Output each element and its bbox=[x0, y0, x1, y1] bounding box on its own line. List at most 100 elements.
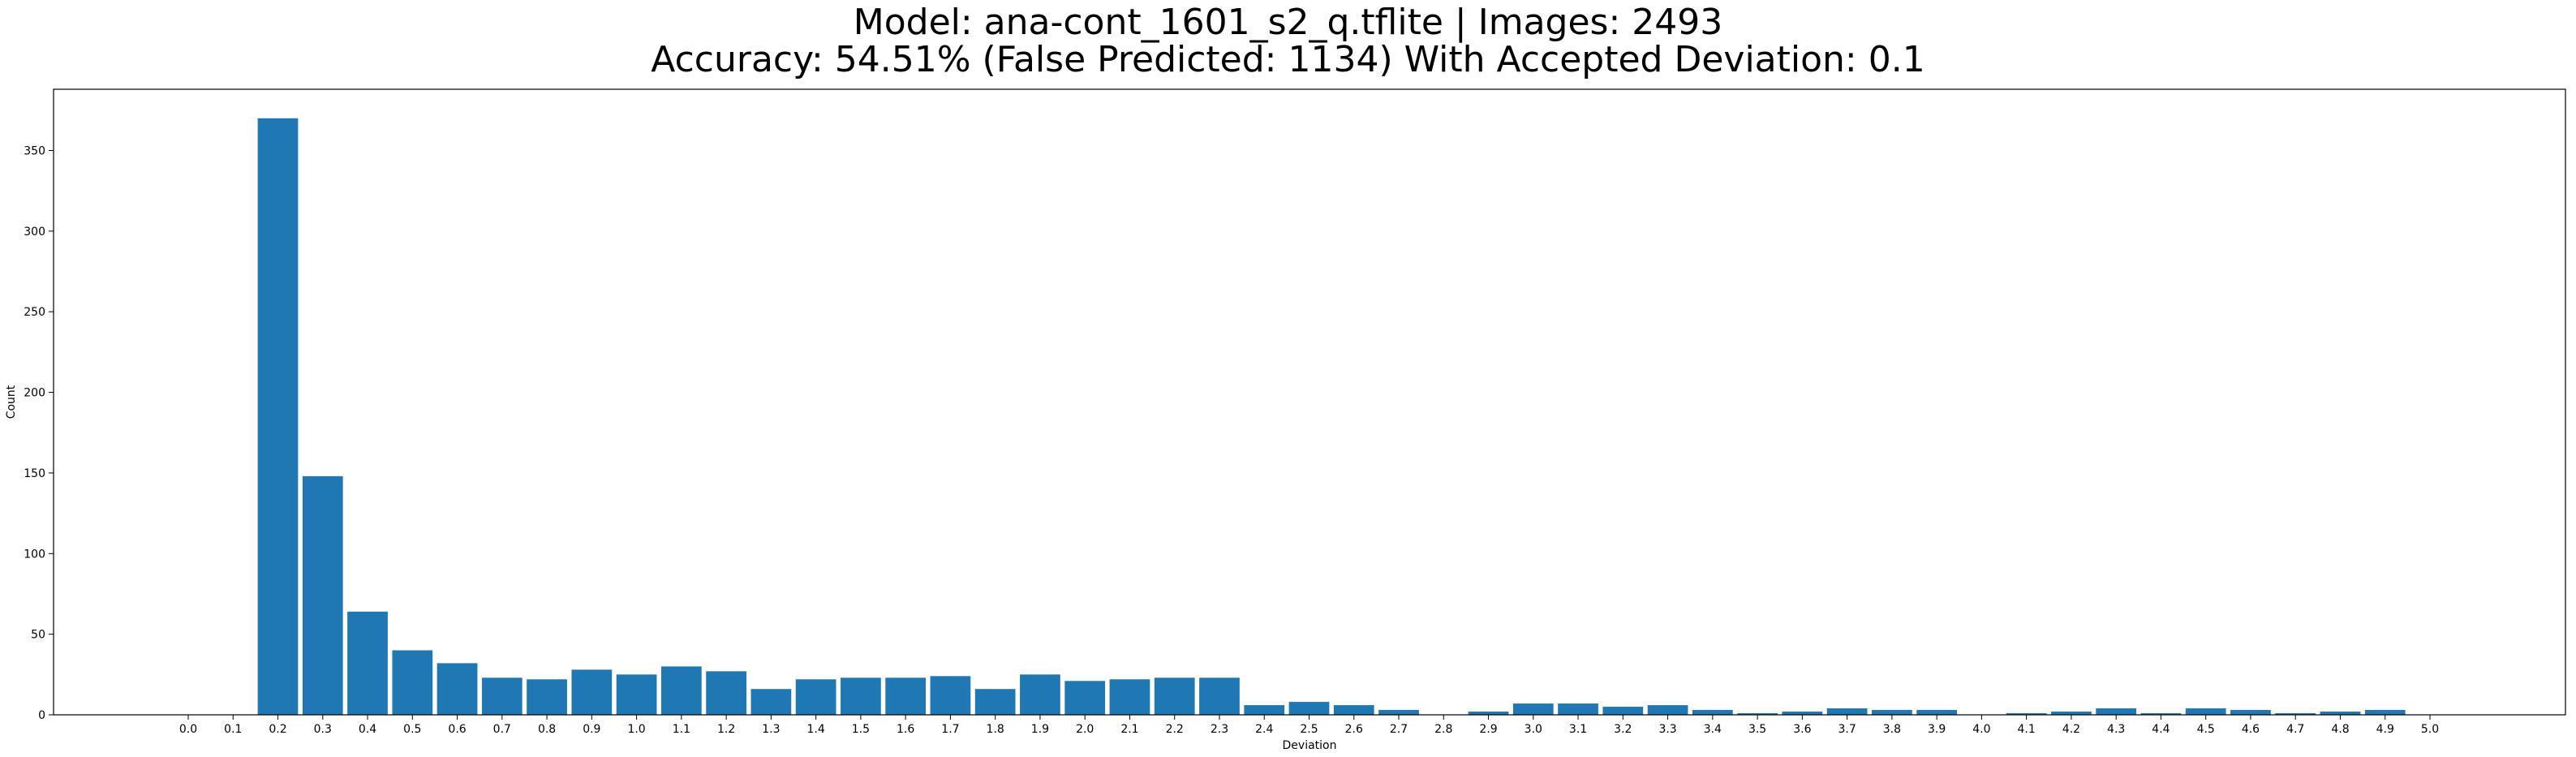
bar-4.2 bbox=[2051, 712, 2092, 715]
x-tick-label: 2.1 bbox=[1120, 723, 1138, 736]
x-tick-label: 3.4 bbox=[1704, 723, 1722, 736]
bar-3.9 bbox=[1916, 710, 1957, 715]
x-tick-label: 4.0 bbox=[1972, 723, 1990, 736]
x-tick-label: 2.7 bbox=[1390, 723, 1408, 736]
x-tick-label: 0.9 bbox=[583, 723, 600, 736]
y-tick-label: 0 bbox=[38, 709, 45, 722]
x-tick-label: 3.7 bbox=[1838, 723, 1856, 736]
bar-4.1 bbox=[2006, 713, 2047, 715]
x-tick-label: 2.2 bbox=[1166, 723, 1184, 736]
x-tick-label: 4.6 bbox=[2242, 723, 2260, 736]
x-axis-label: Deviation bbox=[1283, 739, 1337, 752]
bar-1.7 bbox=[930, 676, 971, 715]
x-tick-label: 0.1 bbox=[224, 723, 242, 736]
bar-3.8 bbox=[1872, 710, 1912, 715]
y-tick-label: 250 bbox=[24, 306, 45, 319]
x-tick-label: 2.0 bbox=[1076, 723, 1094, 736]
x-tick-label: 1.4 bbox=[807, 723, 825, 736]
bar-1.0 bbox=[616, 674, 657, 715]
x-tick-label: 0.5 bbox=[403, 723, 421, 736]
bar-3.2 bbox=[1602, 707, 1644, 715]
x-tick-label: 4.1 bbox=[2018, 723, 2036, 736]
x-tick-label: 3.5 bbox=[1748, 723, 1766, 736]
bar-4.8 bbox=[2320, 712, 2361, 715]
bar-4.7 bbox=[2275, 713, 2316, 715]
x-tick-label: 4.7 bbox=[2286, 723, 2304, 736]
x-tick-label: 3.6 bbox=[1793, 723, 1811, 736]
x-tick-label: 1.5 bbox=[852, 723, 870, 736]
bar-0.4 bbox=[347, 611, 388, 715]
bar-2.1 bbox=[1109, 679, 1150, 715]
bar-4.4 bbox=[2140, 713, 2182, 715]
x-tick-label: 4.2 bbox=[2062, 723, 2080, 736]
x-tick-label: 1.3 bbox=[762, 723, 780, 736]
x-tick-label: 1.0 bbox=[627, 723, 645, 736]
y-tick-label: 100 bbox=[24, 548, 45, 561]
chart-title-line-2: Accuracy: 54.51% (False Predicted: 1134)… bbox=[651, 39, 1925, 80]
x-tick-label: 0.6 bbox=[448, 723, 466, 736]
x-tick-label: 2.4 bbox=[1255, 723, 1273, 736]
bar-0.8 bbox=[527, 679, 567, 715]
bar-2.3 bbox=[1199, 677, 1240, 715]
y-tick-label: 350 bbox=[24, 145, 45, 158]
x-tick-label: 2.9 bbox=[1479, 723, 1497, 736]
y-axis: 0 50 100 150 200 250 300 350 bbox=[24, 145, 54, 722]
x-tick-label: 0.8 bbox=[538, 723, 556, 736]
x-tick-label: 3.0 bbox=[1525, 723, 1542, 736]
bar-4.3 bbox=[2096, 708, 2137, 715]
bar-3.0 bbox=[1512, 703, 1554, 715]
bars-group bbox=[257, 118, 2406, 715]
y-tick-label: 200 bbox=[24, 387, 45, 400]
y-tick-label: 300 bbox=[24, 226, 45, 239]
bar-1.2 bbox=[706, 671, 746, 715]
chart-title-line-1: Model: ana-cont_1601_s2_q.tflite | Image… bbox=[853, 2, 1723, 43]
x-tick-label: 0.2 bbox=[269, 723, 286, 736]
bar-0.7 bbox=[481, 677, 523, 715]
bar-1.1 bbox=[660, 666, 702, 715]
x-tick-label: 1.7 bbox=[941, 723, 959, 736]
bar-3.4 bbox=[1692, 710, 1733, 715]
x-tick-label: 3.8 bbox=[1883, 723, 1901, 736]
x-tick-label: 1.1 bbox=[673, 723, 690, 736]
bar-4.5 bbox=[2185, 708, 2226, 715]
bar-2.6 bbox=[1333, 705, 1374, 715]
x-tick-label: 2.8 bbox=[1434, 723, 1452, 736]
bar-4.9 bbox=[2364, 710, 2406, 715]
x-tick-label: 4.4 bbox=[2152, 723, 2170, 736]
bar-1.6 bbox=[885, 677, 927, 715]
y-tick-label: 50 bbox=[31, 629, 45, 642]
plot-frame bbox=[53, 88, 2566, 716]
x-tick-label: 4.8 bbox=[2331, 723, 2349, 736]
x-tick-label: 4.5 bbox=[2197, 723, 2215, 736]
bar-2.5 bbox=[1288, 702, 1330, 715]
x-tick-label: 5.0 bbox=[2421, 723, 2439, 736]
x-axis: 0.0 0.1 0.2 0.3 0.4 0.5 0.6 0.7 0.8 0.9 1.0 1.1 1.2 1… bbox=[179, 715, 2439, 736]
x-tick-label: 2.3 bbox=[1211, 723, 1228, 736]
bar-1.8 bbox=[974, 689, 1016, 715]
x-tick-label: 1.8 bbox=[987, 723, 1004, 736]
bar-3.1 bbox=[1558, 703, 1598, 715]
x-tick-label: 4.9 bbox=[2376, 723, 2394, 736]
bar-2.9 bbox=[1468, 712, 1509, 715]
x-tick-label: 1.6 bbox=[897, 723, 914, 736]
bar-0.2 bbox=[257, 118, 299, 715]
x-tick-label: 3.3 bbox=[1658, 723, 1676, 736]
bar-3.5 bbox=[1737, 713, 1778, 715]
x-tick-label: 0.7 bbox=[493, 723, 511, 736]
x-tick-label: 3.9 bbox=[1928, 723, 1946, 736]
bar-1.4 bbox=[795, 679, 836, 715]
bar-4.6 bbox=[2230, 710, 2271, 715]
x-tick-label: 0.0 bbox=[179, 723, 197, 736]
x-tick-label: 1.2 bbox=[717, 723, 735, 736]
x-tick-label: 3.1 bbox=[1569, 723, 1587, 736]
bar-0.3 bbox=[302, 475, 343, 715]
bar-0.5 bbox=[392, 650, 433, 715]
x-tick-label: 1.9 bbox=[1031, 723, 1049, 736]
bar-2.2 bbox=[1154, 677, 1195, 715]
y-tick-label: 150 bbox=[24, 467, 45, 480]
x-tick-label: 3.2 bbox=[1614, 723, 1632, 736]
x-tick-label: 4.3 bbox=[2107, 723, 2125, 736]
bar-2.0 bbox=[1064, 681, 1106, 715]
bar-1.9 bbox=[1020, 674, 1060, 715]
